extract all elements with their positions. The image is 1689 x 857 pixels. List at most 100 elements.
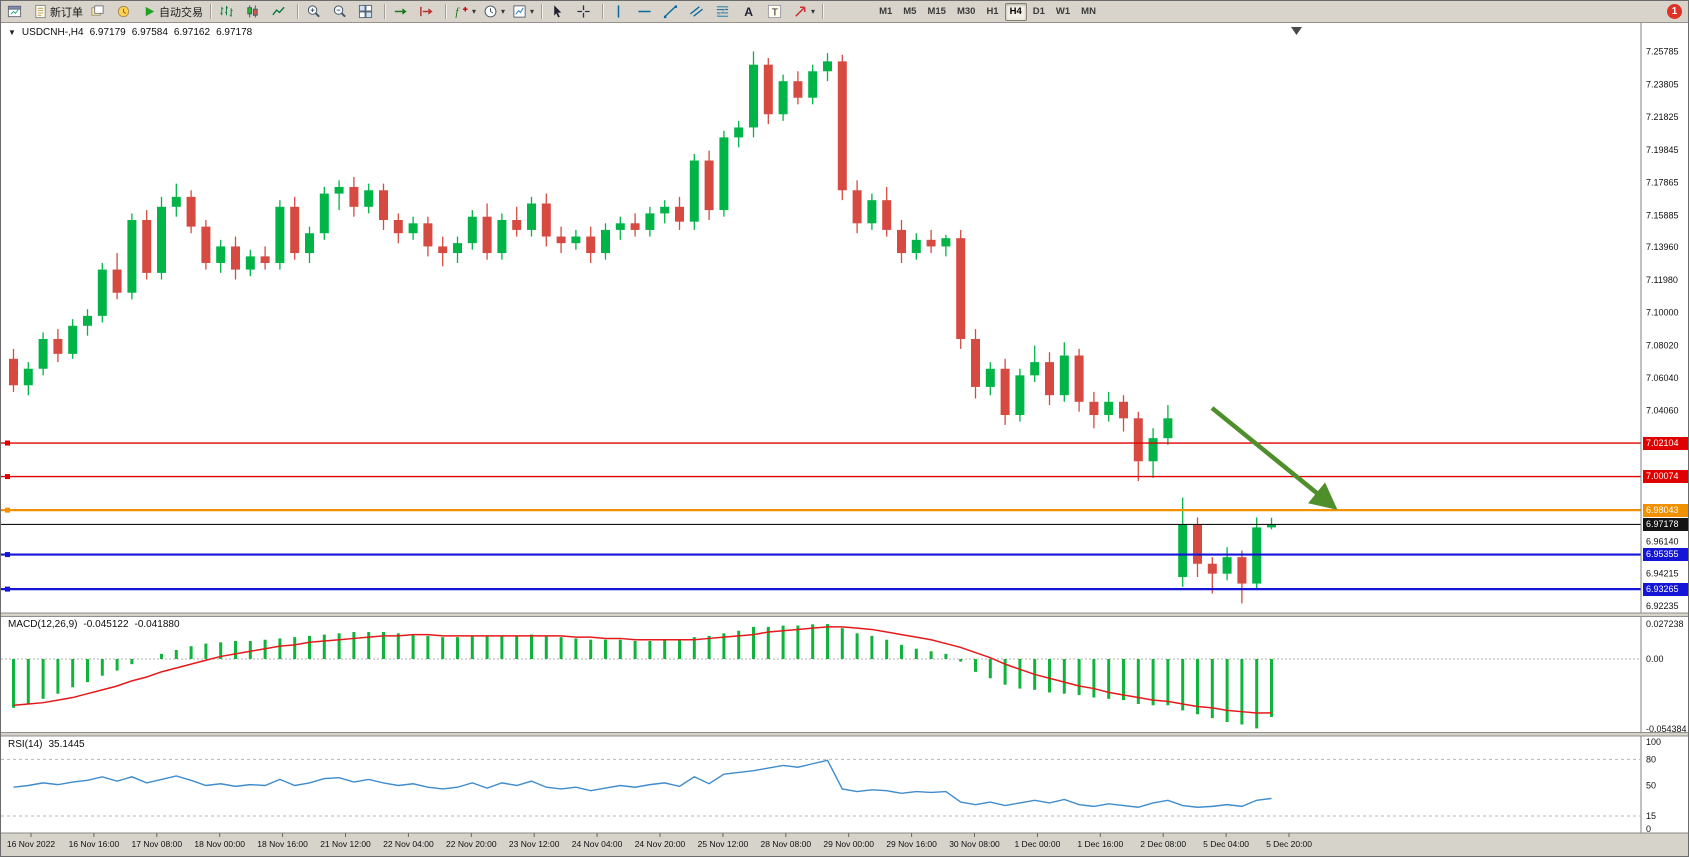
bear-candle	[926, 239, 936, 247]
time-tick-label: 18 Nov 00:00	[194, 839, 245, 849]
line-anchor-handle[interactable]	[5, 507, 10, 513]
bear-candle	[556, 236, 566, 244]
cursor-button[interactable]	[547, 2, 572, 22]
ohlc-open: 6.97179	[89, 27, 126, 38]
line-anchor-handle[interactable]	[5, 586, 10, 592]
time-tick-label: 16 Nov 2022	[7, 839, 55, 849]
new-order-button[interactable]: 新订单	[30, 2, 86, 22]
price-tick-label: 7.25785	[1646, 47, 1679, 57]
bear-candle	[53, 338, 63, 354]
text-button[interactable]: A	[738, 2, 763, 22]
crosshair-button[interactable]	[573, 2, 598, 22]
line-anchor-handle[interactable]	[5, 440, 10, 446]
bear-candle	[956, 238, 966, 339]
bull-candle	[1163, 418, 1173, 439]
bear-candle	[482, 216, 492, 254]
new-chart-button[interactable]	[4, 2, 29, 22]
time-tick-label: 1 Dec 16:00	[1077, 839, 1123, 849]
chart-canvas[interactable]: 7.25785 7.23805 7.21825 7.19845 7.17865 7.158…	[1, 23, 1689, 857]
arrows-button[interactable]: ▾	[790, 2, 818, 22]
macd-label: MACD(12,26,9)	[8, 619, 78, 630]
bear-candle	[1000, 368, 1010, 416]
bear-candle	[379, 190, 388, 221]
panel-separator[interactable]	[1, 613, 1689, 617]
price-level-badge: 6.95355	[1643, 548, 1688, 562]
price-tick-label: 7.04060	[1646, 406, 1679, 416]
bull-candle	[1178, 524, 1188, 577]
horizontal-line-button[interactable]	[634, 2, 659, 22]
time-tick-label: 29 Nov 16:00	[886, 839, 937, 849]
alerts-button[interactable]	[113, 2, 138, 22]
text-label-button[interactable]: T	[764, 2, 789, 22]
time-tick-label: 2 Dec 08:00	[1140, 839, 1186, 849]
bear-candle	[349, 186, 359, 207]
timeframe-m15-button[interactable]: M15	[927, 6, 946, 17]
toolbar-separator	[210, 4, 212, 19]
line-anchor-handle[interactable]	[5, 552, 10, 558]
price-tick-label: 7.08020	[1646, 340, 1679, 350]
tile-windows-button[interactable]	[355, 2, 380, 22]
zoom-in-button[interactable]	[303, 2, 328, 22]
bull-candle	[245, 256, 255, 270]
channel-button[interactable]	[686, 2, 711, 22]
timeframe-m5-button[interactable]: M5	[903, 6, 917, 17]
rsi-axis-label: 50	[1646, 781, 1656, 791]
horizontal-line-icon	[637, 4, 652, 19]
rsi-axis-label: 100	[1646, 737, 1661, 747]
time-axis-strip[interactable]	[1, 833, 1689, 857]
bear-candle	[882, 200, 892, 230]
bull-candle	[467, 216, 477, 244]
bull-candle	[1267, 524, 1276, 528]
rsi-axis-label: 15	[1646, 811, 1656, 821]
periods-button[interactable]: ▾	[480, 2, 508, 22]
indicators-button[interactable]: f ▾	[451, 2, 479, 22]
bear-candle	[897, 229, 906, 254]
timeframe-w1-button[interactable]: W1	[1055, 6, 1071, 17]
cursor-icon	[550, 4, 565, 19]
templates-button[interactable]: ▾	[509, 2, 537, 22]
timeframe-h4-button[interactable]: H4	[1004, 2, 1027, 21]
trendline-button[interactable]	[660, 2, 685, 22]
notification-badge[interactable]: 1	[1667, 4, 1682, 19]
profiles-icon	[90, 4, 105, 19]
bear-candle	[1119, 401, 1128, 419]
panel-separator[interactable]	[1, 733, 1689, 736]
price-tick-label: 7.06040	[1646, 373, 1679, 383]
price-tick-label: 6.94215	[1646, 568, 1679, 578]
chart-plot-area[interactable]	[1, 23, 1641, 612]
chart-shift-marker[interactable]	[1291, 27, 1302, 35]
one-click-collapse-icon[interactable]: ▼	[8, 28, 16, 37]
bull-candle	[23, 368, 33, 386]
timeframe-m30-button[interactable]: M30	[956, 6, 976, 17]
timeframe-mn-button[interactable]: MN	[1081, 6, 1096, 17]
timeframe-h1-button[interactable]: H1	[986, 6, 999, 17]
macd-axis-label: 0.00	[1646, 654, 1664, 664]
profiles-button[interactable]	[87, 2, 112, 22]
bar-chart-button[interactable]	[216, 2, 241, 22]
timeframe-m1-button[interactable]: M1	[879, 6, 893, 17]
new-order-icon	[33, 4, 48, 19]
zoom-out-button[interactable]	[329, 2, 354, 22]
fibonacci-button[interactable]	[712, 2, 737, 22]
bear-candle	[586, 236, 596, 254]
line-chart-button[interactable]	[268, 2, 293, 22]
timeframe-d1-button[interactable]: D1	[1032, 6, 1045, 17]
horizontal-levels	[1, 440, 1641, 592]
price-tick-label: 7.17865	[1646, 178, 1679, 188]
rsi-header: RSI(14) 35.1445	[8, 739, 85, 750]
bull-candle	[689, 160, 699, 222]
macd-histogram	[12, 624, 1273, 729]
bull-candle	[364, 190, 374, 207]
line-anchor-handle[interactable]	[5, 474, 10, 480]
vertical-line-button[interactable]	[608, 2, 633, 22]
auto-trading-button[interactable]: 自动交易	[139, 2, 206, 22]
chart-shift-button[interactable]	[416, 2, 441, 22]
auto-scroll-button[interactable]	[390, 2, 415, 22]
candlestick-chart-button[interactable]	[242, 2, 267, 22]
rsi-value: 35.1445	[48, 739, 85, 750]
bull-candle	[823, 61, 832, 72]
text-t-icon: T	[767, 4, 782, 19]
time-tick-label: 22 Nov 20:00	[446, 839, 497, 849]
trend-arrow-annotation[interactable]	[1210, 406, 1338, 510]
rsi-label: RSI(14)	[8, 739, 43, 750]
